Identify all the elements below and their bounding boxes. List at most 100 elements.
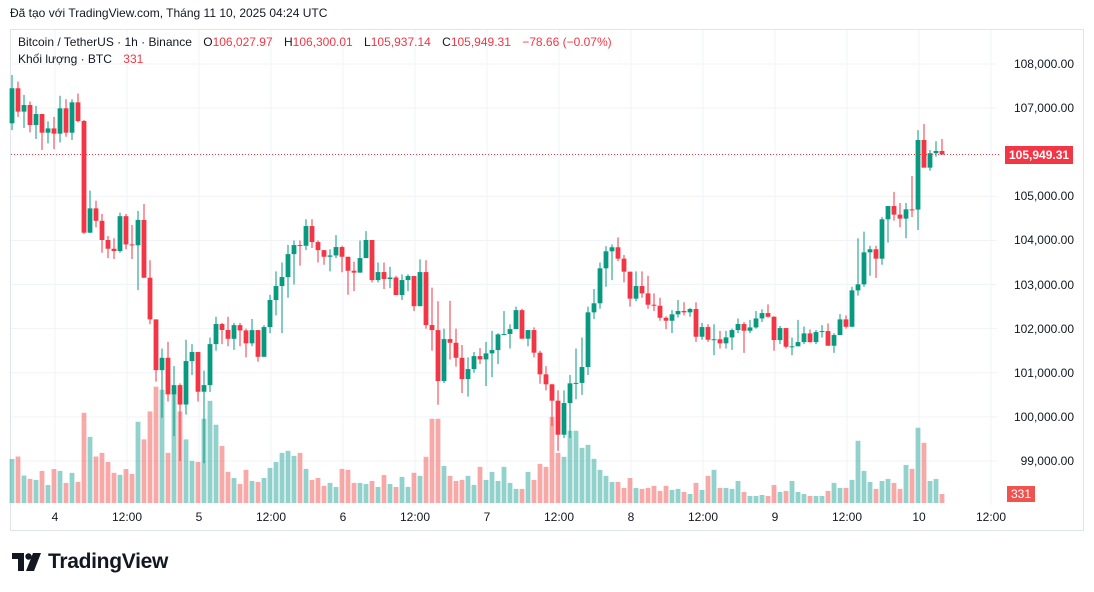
candle-body — [675, 311, 681, 315]
candle-body — [807, 333, 813, 343]
volume-bar — [435, 418, 441, 503]
candle — [873, 245, 879, 278]
candle — [441, 328, 447, 384]
candle — [165, 341, 171, 402]
candle-body — [939, 150, 945, 155]
candle — [417, 259, 423, 307]
volume-bar — [597, 469, 603, 503]
volume-bar — [57, 470, 63, 503]
volume-bar — [429, 418, 435, 503]
volume-bar — [729, 488, 735, 503]
candle — [531, 327, 537, 358]
candle-body — [861, 252, 867, 285]
logo-text: TradingView — [48, 550, 169, 573]
candle — [135, 211, 141, 291]
candle — [855, 238, 861, 296]
candle-body — [897, 214, 903, 219]
candle-body — [879, 219, 885, 259]
candle-body — [435, 330, 441, 382]
candle — [333, 235, 339, 259]
candle — [69, 99, 75, 140]
price-tick-label: 103,000.00 — [1013, 277, 1074, 292]
candle-body — [801, 333, 807, 343]
volume-bar — [411, 472, 417, 503]
candle — [765, 304, 771, 318]
candle-body — [489, 350, 495, 354]
candle-body — [375, 272, 381, 281]
volume-bar — [525, 471, 531, 503]
volume-bar — [789, 480, 795, 503]
volume-bar — [639, 488, 645, 503]
volume-bar — [675, 488, 681, 503]
volume-bar — [309, 479, 315, 503]
candle — [939, 138, 945, 155]
tradingview-logo[interactable]: TradingView — [12, 550, 168, 574]
candle — [819, 325, 825, 338]
chart-panel[interactable] — [10, 29, 1084, 531]
candle — [759, 309, 765, 323]
candle — [123, 213, 129, 250]
candle — [549, 383, 555, 427]
volume-bar — [75, 481, 81, 503]
candle — [57, 95, 63, 143]
volume-bar — [819, 495, 825, 503]
candle — [627, 271, 633, 307]
candle-body — [921, 140, 927, 168]
volume-bar — [759, 494, 765, 503]
candle-body — [171, 385, 177, 395]
volume-bar — [873, 488, 879, 503]
candle-body — [681, 311, 687, 313]
volume-bar — [609, 481, 615, 503]
close-label: C — [442, 35, 451, 49]
candle-body — [423, 272, 429, 326]
candle-body — [705, 327, 711, 340]
candle-body — [447, 339, 453, 343]
volume-bar — [441, 465, 447, 503]
volume-label[interactable]: Khối lượng · BTC — [18, 52, 112, 66]
candle — [363, 231, 369, 259]
candle — [861, 231, 867, 287]
candle — [15, 81, 21, 117]
candle — [381, 262, 387, 289]
candle — [777, 326, 783, 345]
time-tick-label: 12:00 — [255, 510, 287, 524]
candle-body — [333, 247, 339, 256]
volume-bar — [573, 430, 579, 503]
volume-bar — [291, 455, 297, 503]
volume-bar — [165, 452, 171, 503]
candle — [273, 271, 279, 316]
candle-body — [849, 290, 855, 327]
candle — [477, 348, 483, 364]
volume-bar — [129, 473, 135, 503]
candle-body — [669, 314, 675, 321]
candle-body — [663, 317, 669, 321]
candle-body — [9, 88, 15, 124]
volume-bar — [771, 484, 777, 503]
volume-bar — [135, 421, 141, 503]
volume-bar — [711, 469, 717, 503]
candle — [249, 318, 255, 347]
price-tick-label: 107,000.00 — [1013, 101, 1074, 116]
time-tick-label: 7 — [483, 510, 491, 524]
candle-body — [549, 384, 555, 401]
candle-body — [129, 244, 135, 246]
volume-bar — [189, 460, 195, 503]
candle-body — [99, 220, 105, 240]
candle-body — [519, 310, 525, 339]
candle-body — [243, 330, 249, 344]
legend-ohlc-row: Bitcoin / TetherUS · 1h · Binance O106,0… — [18, 34, 612, 51]
candle — [513, 306, 519, 330]
volume-bar — [555, 452, 561, 503]
symbol-title[interactable]: Bitcoin / TetherUS · 1h · Binance — [18, 35, 192, 49]
volume-bar — [207, 400, 213, 503]
candle-body — [687, 309, 693, 313]
volume-bar — [519, 488, 525, 503]
candle-body — [267, 299, 273, 328]
candle-body — [573, 382, 579, 384]
volume-bar — [705, 475, 711, 503]
candle-body — [411, 276, 417, 307]
volume-bar — [459, 479, 465, 503]
candle-body — [885, 206, 891, 220]
candle-body — [561, 403, 567, 435]
